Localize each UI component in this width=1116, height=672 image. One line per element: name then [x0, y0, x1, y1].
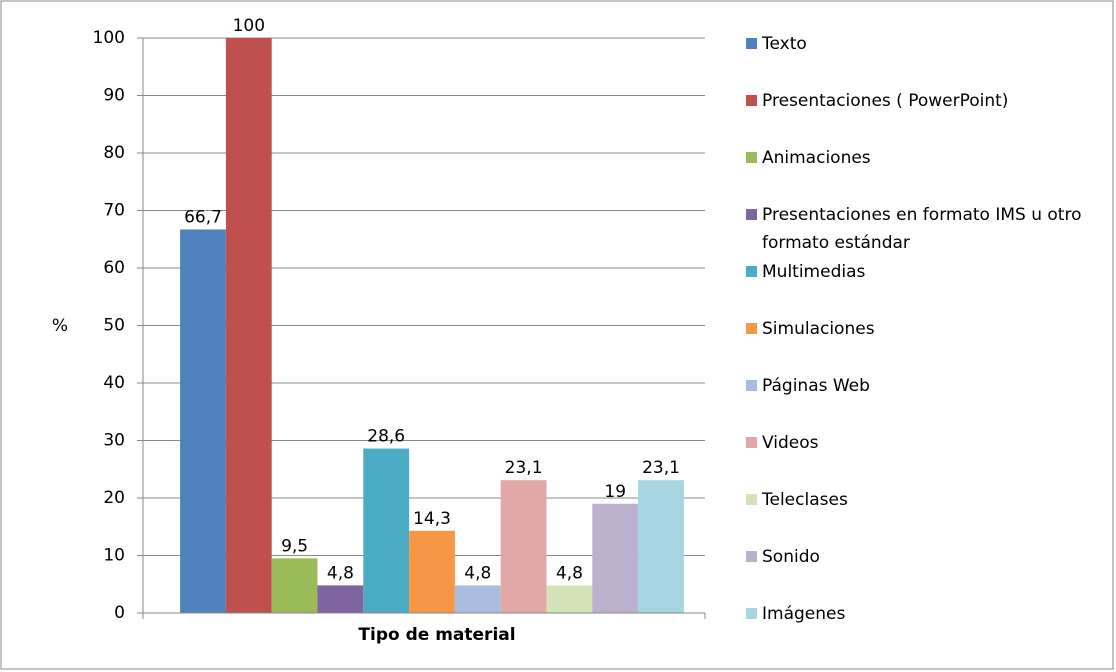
y-tick-label: 30 [103, 431, 125, 451]
legend-swatch [746, 323, 757, 334]
y-tick-label: 100 [93, 28, 125, 48]
bar [180, 229, 226, 613]
legend-label: Simulaciones [762, 319, 875, 339]
bar [363, 448, 410, 613]
y-tick-label: 70 [103, 201, 125, 221]
legend-label: Presentaciones en formato IMS u otro for… [762, 205, 1082, 253]
bar [271, 558, 318, 613]
legend-item: Páginas Web [746, 372, 1116, 400]
legend-label: Videos [762, 433, 819, 453]
y-tick-label: 50 [103, 316, 125, 336]
data-label: 66,7 [184, 207, 222, 227]
data-label: 4,8 [327, 563, 354, 583]
legend-label: Texto [762, 34, 807, 54]
legend-swatch [746, 95, 757, 106]
data-label: 14,3 [413, 509, 451, 529]
bar [638, 480, 684, 613]
y-axis-label: % [52, 316, 68, 336]
legend-item: Teleclases [746, 486, 1116, 514]
legend-item: Simulaciones [746, 315, 1116, 343]
legend-swatch [746, 38, 757, 49]
data-label: 23,1 [642, 458, 680, 478]
data-label: 23,1 [505, 458, 543, 478]
legend-item: Animaciones [746, 144, 1116, 172]
data-label: 28,6 [367, 427, 405, 447]
legend-item: Sonido [746, 543, 1116, 571]
legend-label: Animaciones [762, 148, 871, 168]
data-label: 4,8 [464, 563, 491, 583]
legend-label: Páginas Web [762, 376, 870, 396]
legend-item: Texto [746, 30, 1116, 58]
legend-item: Videos [746, 429, 1116, 457]
legend-swatch [746, 494, 757, 505]
x-axis-title: Tipo de material [358, 625, 515, 645]
bar [225, 38, 272, 613]
legend-swatch [746, 551, 757, 562]
data-label: 19 [604, 482, 626, 502]
legend-label: Presentaciones ( PowerPoint) [762, 91, 1009, 111]
y-tick-label: 80 [103, 143, 125, 163]
y-tick-label: 40 [103, 373, 125, 393]
legend-swatch [746, 437, 757, 448]
legend-item: Presentaciones en formato IMS u otro for… [746, 201, 1116, 257]
y-tick-label: 60 [103, 258, 125, 278]
legend-item: Imágenes [746, 600, 1116, 628]
data-label: 100 [233, 16, 265, 36]
y-tick-label: 20 [103, 488, 125, 508]
data-label: 9,5 [281, 536, 308, 556]
bar [454, 585, 501, 613]
legend-label: Multimedias [762, 262, 866, 282]
legend-item: Multimedias [746, 258, 1116, 286]
legend-label: Sonido [762, 547, 820, 567]
bar [409, 530, 455, 613]
bar [592, 503, 639, 613]
legend-swatch [746, 380, 757, 391]
legend-label: Imágenes [762, 604, 846, 624]
data-label: 4,8 [556, 563, 583, 583]
bar [546, 585, 593, 613]
legend-swatch [746, 608, 757, 619]
legend-item: Presentaciones ( PowerPoint) [746, 87, 1116, 115]
legend-swatch [746, 266, 757, 277]
legend-swatch [746, 152, 757, 163]
legend-swatch [746, 209, 757, 220]
y-tick-label: 90 [103, 86, 125, 106]
bar [500, 480, 547, 613]
y-tick-label: 0 [114, 603, 125, 623]
bar [317, 585, 364, 613]
y-tick-label: 10 [103, 546, 125, 566]
legend-label: Teleclases [762, 490, 848, 510]
